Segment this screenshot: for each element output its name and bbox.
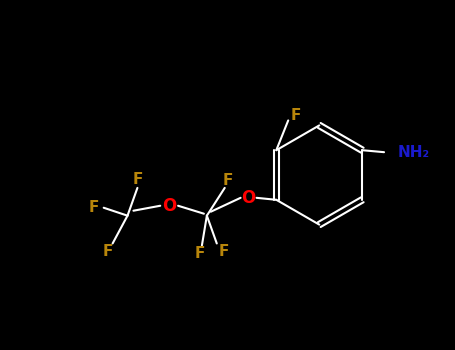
Text: O: O (162, 197, 176, 215)
Text: F: F (222, 174, 233, 188)
Text: F: F (102, 244, 113, 259)
Text: NH₂: NH₂ (398, 145, 430, 160)
Text: O: O (242, 189, 256, 207)
Text: F: F (132, 173, 142, 188)
Text: F: F (218, 244, 229, 259)
Text: F: F (291, 108, 301, 123)
Text: F: F (195, 246, 205, 261)
Text: F: F (89, 200, 99, 215)
